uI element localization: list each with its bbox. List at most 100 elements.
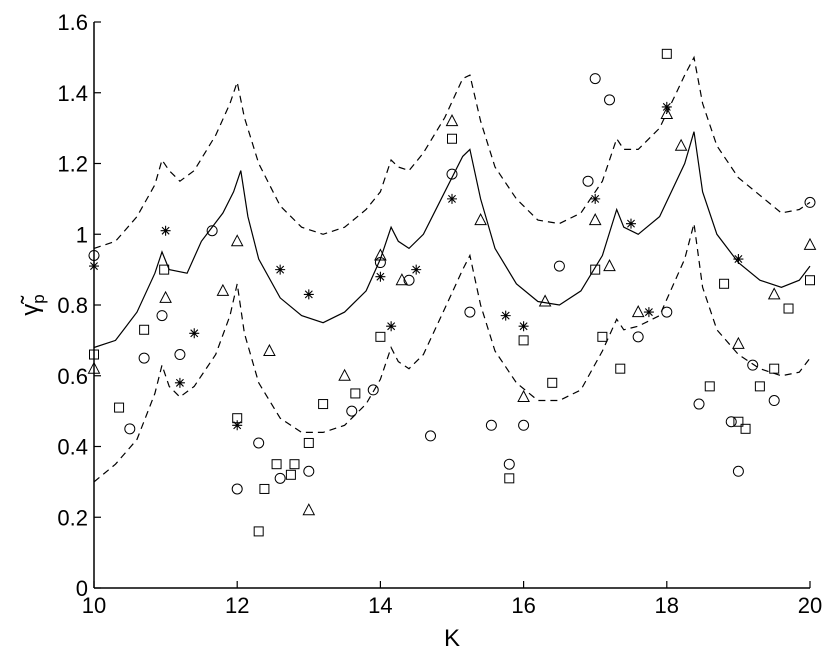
asterisk-marker	[386, 321, 397, 332]
triangle-marker	[588, 213, 602, 226]
circle-marker	[231, 483, 243, 495]
square-marker	[769, 363, 780, 374]
y-tick-label: 0.4	[57, 435, 88, 460]
circle-marker	[768, 395, 780, 407]
asterisk-marker	[590, 193, 601, 204]
circle-marker	[174, 349, 186, 361]
circle-marker	[732, 465, 744, 477]
asterisk-marker	[733, 254, 744, 265]
square-marker	[518, 335, 529, 346]
x-tick-label: 18	[655, 593, 679, 618]
circle-marker	[124, 423, 136, 435]
circle-marker	[206, 225, 218, 237]
dashed-curve-0	[93, 55, 811, 249]
curve-layer	[93, 55, 811, 483]
square-marker	[615, 363, 626, 374]
square-marker	[783, 303, 794, 314]
circle-marker	[747, 359, 759, 371]
triangle-marker	[216, 283, 230, 296]
asterisk-marker	[661, 101, 672, 112]
circle-marker	[303, 465, 315, 477]
circle-marker	[518, 419, 530, 431]
asterisk-marker	[447, 193, 457, 204]
y-tick-label: 0.8	[57, 293, 88, 318]
asterisk-marker	[275, 264, 286, 275]
triangle-marker	[631, 305, 645, 318]
square-marker	[375, 331, 386, 342]
asterisk-marker	[500, 310, 511, 321]
circle-marker	[425, 430, 437, 442]
square-marker	[289, 459, 300, 470]
square-marker	[590, 264, 601, 275]
triangle-marker	[767, 287, 781, 300]
triangle-marker	[538, 294, 552, 307]
triangle-marker	[338, 368, 351, 381]
square-marker	[504, 473, 515, 484]
x-tick-label: 20	[798, 593, 822, 618]
asterisk-marker	[643, 307, 654, 318]
triangle-marker	[302, 503, 316, 516]
triangle-marker	[395, 273, 409, 286]
y-tick-label: 0.6	[57, 364, 88, 389]
square-marker	[139, 324, 150, 335]
square-marker	[350, 388, 361, 399]
circle-marker	[346, 405, 358, 417]
square-marker	[259, 483, 270, 494]
circle-marker	[604, 94, 616, 106]
asterisk-marker	[518, 321, 529, 332]
x-tick-label: 12	[225, 593, 249, 618]
triangle-marker	[159, 290, 172, 303]
circle-marker	[804, 196, 816, 208]
square-marker	[114, 402, 125, 413]
circle-marker	[156, 310, 168, 322]
square-marker	[733, 416, 744, 427]
square-marker	[661, 48, 672, 59]
x-tick-label: 14	[368, 593, 392, 618]
dashed-curve-2	[93, 223, 811, 483]
asterisk-marker	[375, 271, 386, 282]
circle-marker	[553, 260, 565, 272]
circle-marker	[367, 384, 379, 396]
circle-marker	[632, 331, 644, 343]
asterisk-marker	[232, 420, 243, 431]
x-tick-label: 10	[82, 593, 106, 618]
asterisk-marker	[411, 264, 422, 275]
circle-marker	[138, 352, 150, 364]
triangle-marker	[474, 213, 487, 226]
square-marker	[318, 399, 329, 410]
circle-marker	[464, 306, 476, 318]
triangle-marker	[230, 234, 244, 247]
y-ticks: 0 0.2 0.4 0.6 0.8 1 1.2 1.4 1.6	[57, 10, 101, 601]
triangle-marker	[732, 336, 745, 349]
square-marker	[754, 381, 765, 392]
square-marker	[253, 526, 264, 537]
marker-layer	[87, 48, 817, 537]
circle-marker	[582, 175, 594, 187]
triangle-marker	[803, 237, 817, 250]
square-marker	[303, 437, 314, 448]
asterisk-marker	[174, 377, 185, 388]
triangle-marker	[674, 138, 688, 151]
x-ticks: 10 12 14 16 18 20	[82, 581, 822, 618]
triangle-marker	[263, 343, 276, 356]
asterisk-marker	[626, 218, 636, 229]
circle-marker	[693, 398, 705, 410]
square-marker	[704, 381, 715, 392]
y-tick-label: 1.6	[57, 10, 88, 35]
x-tick-label: 16	[511, 593, 535, 618]
circle-marker	[661, 306, 673, 318]
circle-marker	[589, 73, 601, 85]
square-marker	[805, 275, 815, 286]
square-marker	[597, 331, 608, 342]
triangle-marker	[445, 114, 459, 127]
square-marker	[547, 377, 558, 388]
y-axis-label-subscript: p	[29, 294, 48, 303]
circle-marker	[446, 168, 458, 180]
y-tick-label: 0	[76, 576, 88, 601]
circle-marker	[274, 472, 286, 484]
triangle-marker	[660, 106, 674, 119]
y-tick-label: 1	[76, 222, 88, 247]
y-tick-label: 1.4	[57, 81, 88, 106]
asterisk-marker	[189, 328, 200, 339]
